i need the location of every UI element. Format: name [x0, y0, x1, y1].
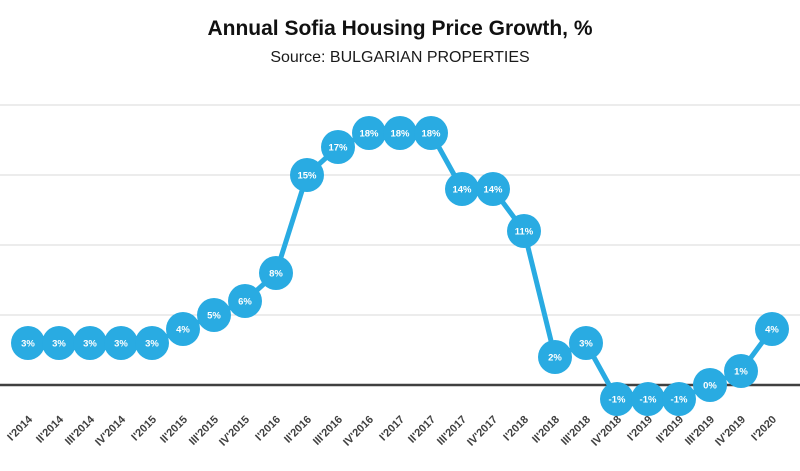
data-point-label: 6% [238, 297, 252, 308]
data-point-label: 5% [207, 311, 221, 322]
data-point-label: -1% [671, 395, 688, 406]
data-point-label: 3% [145, 339, 159, 350]
data-point-label: 15% [297, 171, 317, 182]
data-point [755, 312, 789, 346]
x-axis-label: III'2016 [311, 414, 345, 448]
data-point-label: 4% [765, 325, 779, 336]
data-point-label: 18% [359, 129, 379, 140]
data-point [321, 130, 355, 164]
data-point-label: -1% [640, 395, 657, 406]
data-point-label: 1% [734, 367, 748, 378]
data-point [166, 312, 200, 346]
data-point [228, 284, 262, 318]
x-axis-label: II'2018 [530, 414, 562, 446]
data-point-label: 18% [390, 129, 410, 140]
x-axis-label: I'2016 [253, 414, 283, 444]
data-point [507, 214, 541, 248]
x-axis-label: IV'2019 [713, 414, 748, 449]
data-point-label: 3% [579, 339, 593, 350]
data-point [538, 340, 572, 374]
series-line [25, 130, 775, 402]
data-point-label: 3% [114, 339, 128, 350]
data-point [631, 382, 665, 416]
data-point [11, 326, 45, 360]
data-point [724, 354, 758, 388]
data-point-label: 2% [548, 353, 562, 364]
x-axis-label: I'2014 [5, 413, 35, 443]
data-point [73, 326, 107, 360]
data-point [445, 172, 479, 206]
x-axis-label: IV'2017 [465, 414, 500, 449]
data-point [197, 298, 231, 332]
data-point-label: 17% [328, 143, 348, 154]
x-axis-label: II'2014 [34, 413, 67, 446]
x-axis-label: I'2015 [129, 414, 159, 444]
x-axis-label: III'2015 [187, 414, 221, 448]
data-point-label: 3% [52, 339, 66, 350]
x-axis-label: III'2014 [63, 413, 98, 448]
data-point [569, 326, 603, 360]
data-point-label: 11% [515, 227, 534, 238]
data-point-label: 3% [21, 339, 35, 350]
data-point-label: 8% [269, 269, 283, 280]
x-axis-label: III'2017 [435, 414, 469, 448]
data-point-label: 4% [176, 325, 190, 336]
data-point [476, 172, 510, 206]
data-point [259, 256, 293, 290]
chart-header: Annual Sofia Housing Price Growth, % Sou… [0, 0, 800, 84]
data-point [352, 116, 386, 150]
data-point-label: 18% [421, 129, 441, 140]
data-point [414, 116, 448, 150]
data-point [693, 368, 727, 402]
x-axis-label: IV'2016 [341, 414, 376, 449]
x-axis-label: I'2020 [749, 414, 779, 444]
data-point-label: 3% [83, 339, 97, 350]
x-axis-label: III'2019 [683, 414, 717, 448]
data-point [135, 326, 169, 360]
x-axis-label: II'2017 [406, 414, 438, 446]
x-axis-label: IV'2018 [589, 414, 624, 449]
data-point-label: 14% [452, 185, 472, 196]
chart-subtitle: Source: BULGARIAN PROPERTIES [270, 49, 530, 66]
data-point-label: 0% [703, 381, 717, 392]
line-chart: 3% 3% 3% 3% 3% 4% 5% 6% 8% 15% 17% 18% 18% 18% 14% 14% 1… [0, 104, 800, 449]
data-point [42, 326, 76, 360]
data-point [383, 116, 417, 150]
x-axis-label: III'2018 [559, 414, 593, 448]
data-point [104, 326, 138, 360]
x-axis-label: I'2017 [377, 414, 407, 444]
x-axis-label: II'2016 [282, 414, 314, 446]
x-axis-label: II'2015 [158, 414, 190, 446]
data-point [290, 158, 324, 192]
x-axis-label: IV'2014 [93, 413, 129, 449]
data-point-label: -1% [609, 395, 626, 406]
chart-title: Annual Sofia Housing Price Growth, % [207, 17, 593, 40]
x-axis-label: IV'2015 [217, 414, 252, 449]
data-point [662, 382, 696, 416]
x-axis-label: I'2018 [501, 414, 531, 444]
data-point-label: 14% [483, 185, 503, 196]
x-axis-label: I'2019 [625, 414, 655, 444]
x-axis-label: II'2019 [654, 414, 686, 446]
data-point [600, 382, 634, 416]
